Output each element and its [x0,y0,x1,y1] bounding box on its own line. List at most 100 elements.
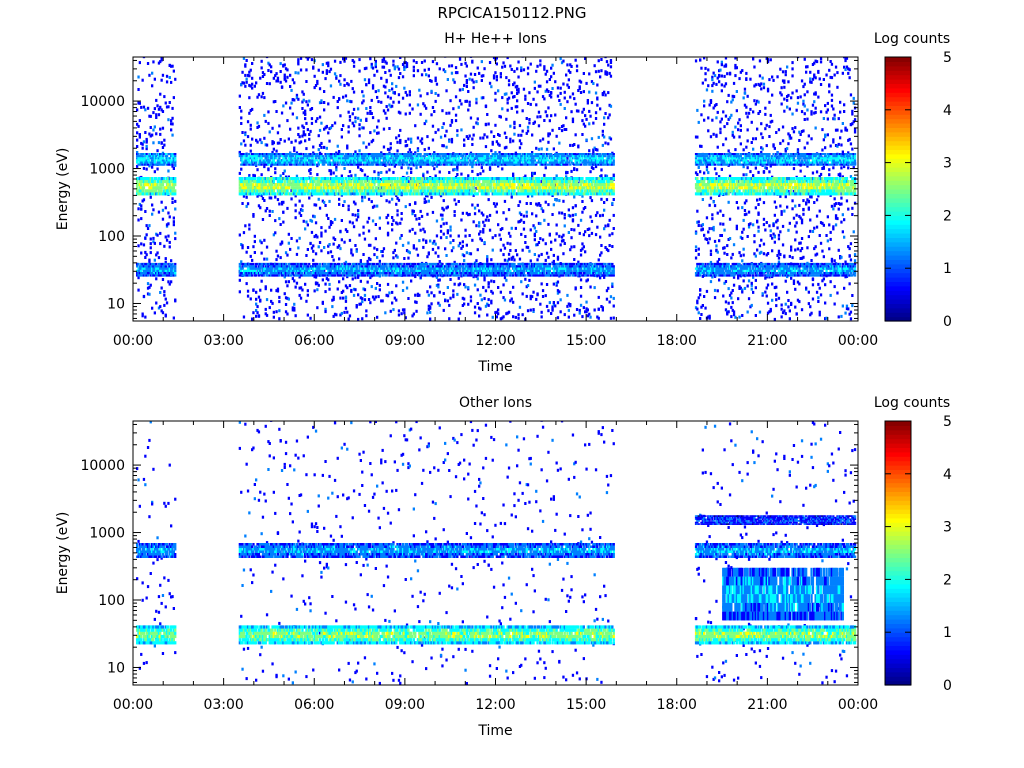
noise-cell [475,224,478,228]
band-cell [473,180,477,184]
noise-cell [376,204,379,208]
noise-cell [811,77,815,81]
band-cell [327,192,330,196]
noise-cell [448,303,451,307]
noise-cell [171,201,174,204]
noise-cell [579,248,583,252]
band-cell [499,186,502,190]
noise-cell [513,122,516,126]
noise-cell [159,231,162,235]
band-cell [157,186,161,190]
noise-cell [791,61,794,65]
noise-cell [483,275,486,279]
noise-cell [836,144,839,148]
noise-cell [284,67,288,71]
band-cell [380,192,383,196]
noise-cell [408,111,411,115]
noise-cell [795,230,798,234]
band-cell [248,192,251,196]
band-cell [327,180,330,184]
noise-cell [369,109,372,113]
noise-cell [815,170,819,174]
noise-cell [813,61,816,65]
noise-cell [357,212,360,216]
noise-cell [329,67,333,71]
band-cell [473,183,477,187]
noise-cell [157,256,161,260]
band-cell [350,186,353,190]
band-cell [140,189,143,193]
noise-cell [480,211,483,215]
noise-cell [480,79,483,82]
noise-cell [525,210,528,214]
noise-cell [516,253,519,257]
noise-cell [612,304,615,308]
noise-cell [411,107,414,111]
noise-cell [551,213,554,216]
band-cell [446,180,449,184]
noise-cell [566,293,569,297]
noise-cell [376,282,379,285]
noise-cell [339,313,342,317]
band-cell [365,189,368,193]
band-cell [245,186,248,190]
band-cell [463,192,466,196]
noise-cell [819,221,823,225]
noise-cell [294,139,297,143]
noise-cell [351,213,354,217]
noise-cell [350,79,353,83]
noise-cell [249,143,252,147]
noise-cell [556,86,560,90]
noise-cell [305,80,308,83]
noise-cell [518,200,522,204]
noise-cell [697,120,700,124]
noise-cell [819,293,823,297]
band-cell [386,177,390,181]
noise-cell [305,254,308,257]
noise-cell [579,278,583,282]
noise-cell [378,216,381,220]
band-cell [385,189,388,193]
band-cell [151,192,154,196]
noise-cell [320,141,323,145]
noise-cell [599,107,602,111]
noise-cell [340,291,343,294]
noise-cell [579,80,583,84]
noise-cell [711,275,714,279]
band-cell [498,180,501,184]
band-cell [314,189,318,193]
noise-cell [270,164,273,168]
band-cell [148,189,151,193]
band-cell [144,177,147,181]
noise-cell [321,301,324,305]
noise-cell [161,217,165,221]
noise-cell [332,171,335,175]
noise-cell [800,308,804,312]
noise-cell [556,257,560,261]
band-cell [343,183,346,187]
band-cell [297,189,300,193]
noise-cell [806,164,809,168]
noise-cell [497,286,500,289]
noise-cell [438,278,441,282]
band-cell [369,177,372,181]
band-cell [366,192,369,196]
band-cell [393,189,396,193]
noise-cell [328,169,331,173]
noise-cell [703,99,706,103]
noise-cell [314,203,318,207]
band-cell [336,192,339,196]
noise-cell [707,230,710,234]
band-cell [397,192,401,196]
band-cell [149,186,152,190]
noise-cell [142,57,146,59]
noise-cell [592,121,595,125]
noise-cell [752,137,755,141]
noise-cell [323,145,326,149]
band-cell [171,186,174,190]
noise-cell [382,58,386,61]
band-cell [265,186,269,190]
noise-cell [765,221,768,224]
noise-cell [385,199,388,203]
noise-cell [437,283,440,287]
